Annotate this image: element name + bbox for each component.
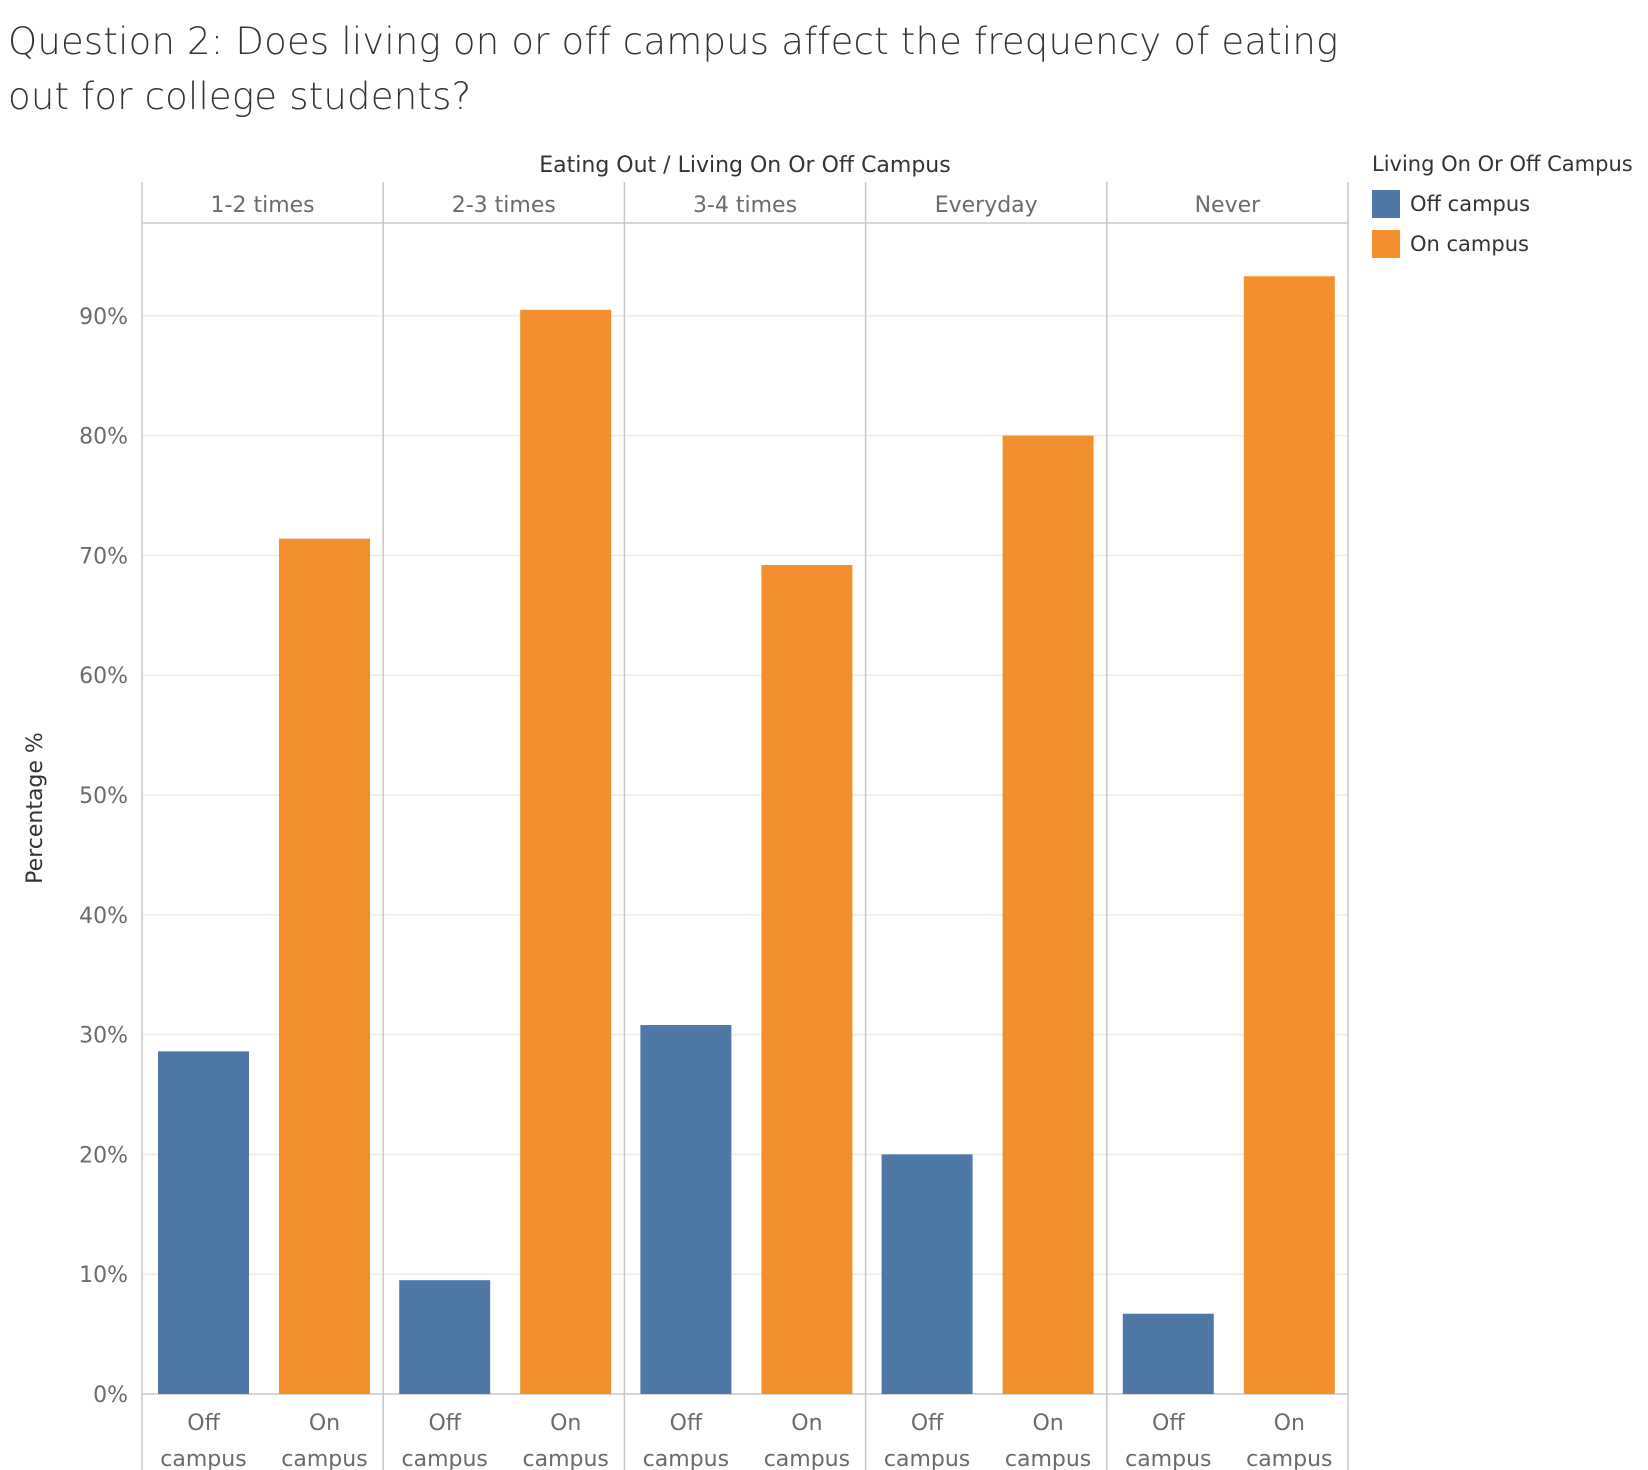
bar: [158, 1051, 249, 1394]
x-tick-label: campus: [402, 1447, 488, 1470]
bar: [761, 564, 853, 1394]
legend: Living On Or Off Campus Off campus On ca…: [1372, 152, 1633, 264]
legend-item-on-campus[interactable]: On campus: [1372, 224, 1633, 264]
y-tick-label: 90%: [79, 305, 128, 330]
y-tick-label: 60%: [79, 664, 128, 689]
column-header-separator: /: [663, 153, 671, 178]
x-tick-label: On: [1032, 1411, 1063, 1436]
x-tick-label: Off: [911, 1411, 944, 1436]
y-axis-label: Percentage %: [23, 732, 48, 884]
x-tick-label: On: [791, 1411, 822, 1436]
x-tick-label: campus: [1246, 1447, 1332, 1470]
legend-label-off-campus: Off campus: [1410, 192, 1531, 216]
y-tick-label: 10%: [79, 1263, 128, 1288]
column-header-subdimension: Living On Or Off Campus: [671, 153, 951, 178]
bar: [1243, 276, 1335, 1394]
group-header-label: 1-2 times: [211, 193, 315, 218]
bar: [399, 1280, 491, 1394]
x-tick-label: Off: [1152, 1411, 1185, 1436]
x-tick-label: campus: [160, 1447, 246, 1470]
x-tick-label: Off: [428, 1411, 461, 1436]
y-tick-label: 0%: [93, 1383, 128, 1408]
legend-item-off-campus[interactable]: Off campus: [1372, 184, 1633, 224]
y-tick-label: 30%: [79, 1024, 128, 1049]
x-tick-label: campus: [764, 1447, 850, 1470]
group-header-label: 2-3 times: [452, 193, 556, 218]
x-tick-label: Off: [187, 1411, 220, 1436]
x-tick-label: campus: [884, 1447, 970, 1470]
x-tick-label: On: [309, 1411, 340, 1436]
legend-swatch-on-campus: [1372, 230, 1400, 258]
x-tick-label: campus: [643, 1447, 729, 1470]
legend-label-on-campus: On campus: [1410, 232, 1529, 256]
y-tick-label: 20%: [79, 1143, 128, 1168]
bar: [1002, 435, 1094, 1395]
group-header-label: 3-4 times: [693, 193, 797, 218]
x-tick-label: campus: [281, 1447, 367, 1470]
bar: [520, 309, 612, 1394]
x-tick-label: campus: [523, 1447, 609, 1470]
bar: [640, 1025, 732, 1394]
column-header-title: Eating Out / Living On Or Off Campus: [539, 153, 950, 178]
chart-title: Question 2: Does living on or off campus…: [8, 20, 1339, 118]
y-tick-label: 40%: [79, 904, 128, 929]
y-tick-label: 70%: [79, 544, 128, 569]
x-tick-label: On: [1274, 1411, 1305, 1436]
legend-title: Living On Or Off Campus: [1372, 152, 1633, 176]
bar: [1122, 1313, 1214, 1394]
bar: [279, 538, 370, 1394]
x-tick-label: On: [550, 1411, 581, 1436]
group-header-label: Everyday: [935, 193, 1038, 218]
group-header-label: Never: [1195, 193, 1262, 218]
legend-swatch-off-campus: [1372, 190, 1400, 218]
x-tick-label: campus: [1005, 1447, 1091, 1470]
bar: [881, 1154, 973, 1394]
y-tick-label: 80%: [79, 425, 128, 450]
x-tick-label: Off: [670, 1411, 703, 1436]
y-tick-label: 50%: [79, 784, 128, 809]
column-header-dimension: Eating Out: [539, 153, 663, 178]
x-tick-label: campus: [1125, 1447, 1211, 1470]
